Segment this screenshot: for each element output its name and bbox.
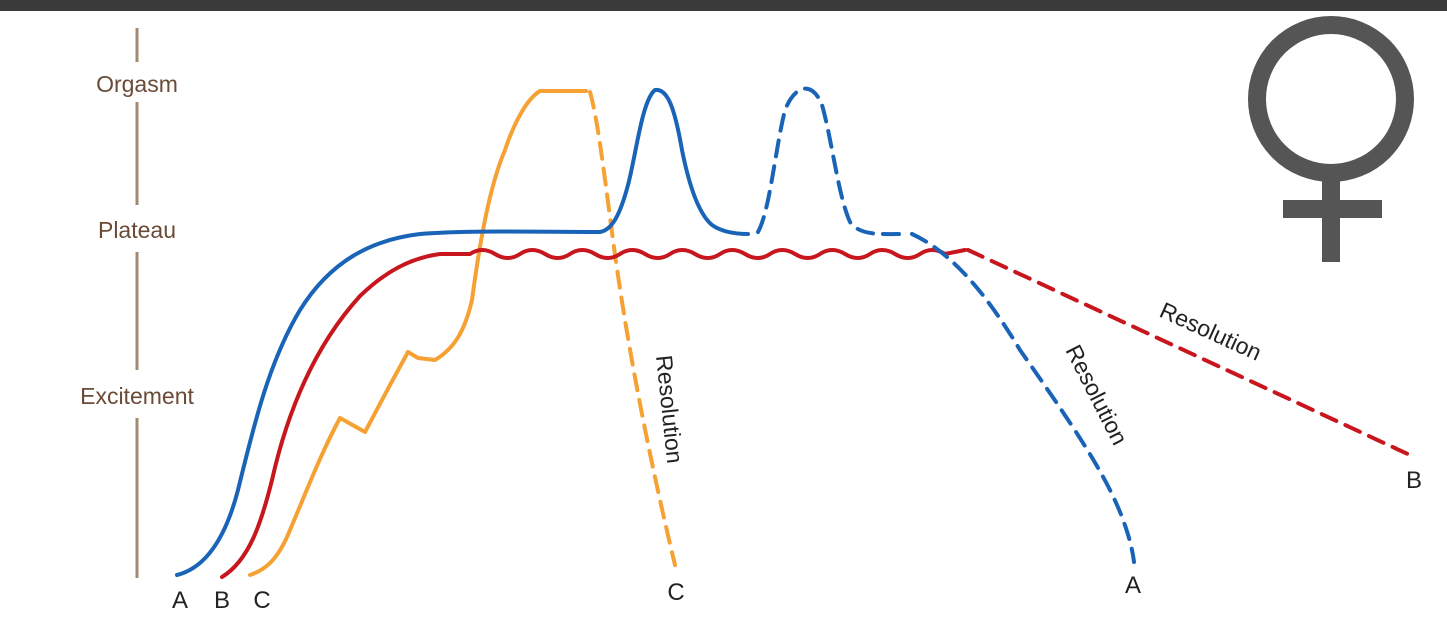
curve-c <box>248 89 677 577</box>
curve-a <box>175 86 1136 577</box>
phase-label-plateau: Plateau <box>98 217 176 243</box>
curve-a-start-label: A <box>172 587 188 614</box>
curve-b-start-label: B <box>214 587 230 614</box>
curve-c-end-label: C <box>667 579 684 606</box>
curve-b-resolution <box>966 248 1414 458</box>
curve-b-resolution-label: Resolution <box>1156 297 1266 366</box>
curve-b-solid <box>220 248 967 579</box>
curve-c-resolution-label: Resolution <box>651 354 688 465</box>
curve-c-solid <box>248 89 588 577</box>
curve-a-dashed <box>756 86 910 237</box>
curve-b-end-label: B <box>1406 467 1422 494</box>
phase-label-orgasm: Orgasm <box>96 71 178 97</box>
curve-c-start-label: C <box>253 587 270 614</box>
female-symbol-icon <box>1248 16 1414 262</box>
curve-a-solid <box>175 87 750 577</box>
curve-b <box>220 248 1414 579</box>
top-rule <box>0 0 1447 11</box>
phase-label-excitement: Excitement <box>80 383 194 409</box>
curve-a-end-label: A <box>1125 572 1141 599</box>
curve-a-resolution-label: Resolution <box>1061 340 1134 449</box>
curve-a-resolution <box>910 232 1136 564</box>
